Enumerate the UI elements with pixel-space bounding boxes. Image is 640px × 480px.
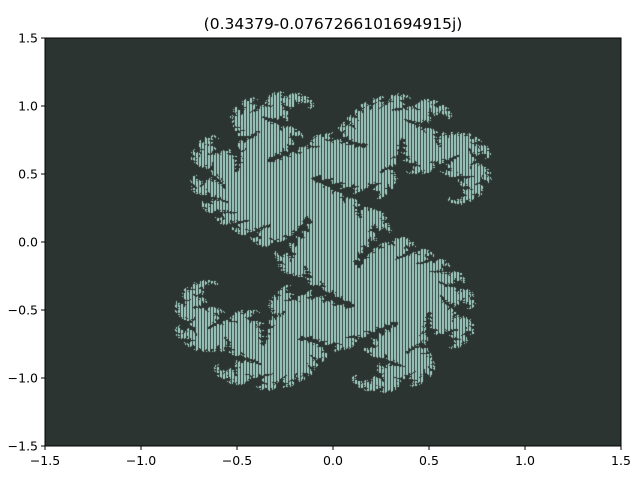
y-tick-label: 1.5	[18, 31, 38, 46]
x-tick-label: −1.5	[30, 453, 60, 468]
x-tick-label: −1.0	[126, 453, 156, 468]
x-tick-label: 0.5	[419, 453, 439, 468]
x-tick-label: 1.5	[611, 453, 631, 468]
y-tick-label: 0.0	[18, 235, 38, 250]
y-tick-label: −1.5	[8, 439, 38, 454]
x-tick-label: 1.0	[515, 453, 535, 468]
x-tick-label: −0.5	[222, 453, 252, 468]
y-axis: −1.5 −1.0 −0.5 0.0 0.5 1.0 1.5	[8, 31, 45, 454]
y-tick-label: 1.0	[18, 99, 38, 114]
julia-set-raster	[45, 38, 621, 446]
y-tick-label: −0.5	[8, 303, 38, 318]
y-tick-label: 0.5	[18, 167, 38, 182]
x-tick-label: 0.0	[323, 453, 343, 468]
y-tick-label: −1.0	[8, 371, 38, 386]
julia-set-image	[45, 38, 621, 446]
x-axis: −1.5 −1.0 −0.5 0.0 0.5 1.0 1.5	[30, 446, 631, 468]
chart-title: (0.34379-0.0767266101694915j)	[204, 15, 463, 33]
